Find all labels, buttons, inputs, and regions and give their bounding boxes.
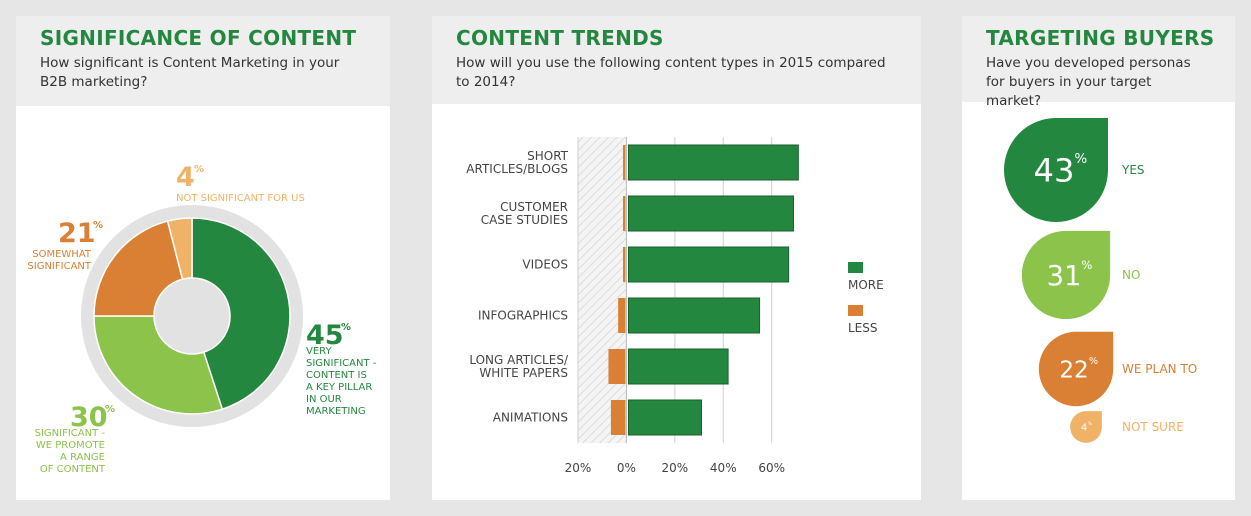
bar-more: [627, 144, 799, 181]
category-label: ARTICLES/BLOGS: [466, 162, 568, 176]
bubble-value-label: 4: [1081, 423, 1087, 434]
bar-more: [627, 246, 790, 283]
x-tick-label: 40%: [710, 461, 737, 475]
pie-category-label: OF CONTENT: [40, 464, 106, 475]
trends-panel: CONTENT TRENDS How will you use the foll…: [432, 16, 921, 500]
bubble-unit-label: %: [1089, 356, 1098, 367]
targeting-header: TARGETING BUYERS Have you developed pers…: [962, 16, 1235, 109]
x-tick-label: 20%: [662, 461, 689, 475]
pie-value-label: 21: [58, 218, 96, 249]
bubble-category-label: NOT SURE: [1122, 420, 1184, 434]
bubble-shape: [1070, 411, 1102, 443]
pie-category-label: WE PROMOTE: [36, 440, 105, 451]
targeting-panel: TARGETING BUYERS Have you developed pers…: [962, 16, 1235, 500]
legend-label-more: MORE: [848, 278, 884, 292]
bar-less: [623, 145, 626, 180]
category-label: SHORT: [527, 149, 569, 163]
pie-category-label: CONTENT IS: [306, 370, 367, 381]
pie-label-group: 4 % NOT SIGNIFICANT FOR US: [176, 162, 305, 204]
bar-more: [627, 195, 794, 232]
bar-less: [623, 247, 626, 282]
bar-less: [623, 196, 626, 231]
category-label: WHITE PAPERS: [479, 366, 568, 380]
bubble-category-label: YES: [1121, 163, 1145, 177]
trends-title: CONTENT TRENDS: [456, 26, 664, 50]
pie-category-label: SIGNIFICANT -: [306, 358, 377, 369]
bubble-category-label: WE PLAN TO: [1122, 362, 1197, 376]
significance-title: SIGNIFICANCE OF CONTENT: [40, 26, 357, 50]
bar-less: [610, 400, 626, 435]
pie-category-label: IN OUR: [306, 394, 342, 405]
trends-header: CONTENT TRENDS How will you use the foll…: [432, 16, 921, 104]
pie-category-label: VERY: [306, 346, 332, 357]
significance-panel: SIGNIFICANCE OF CONTENT How significant …: [16, 16, 390, 500]
pie-category-label: NOT SIGNIFICANT FOR US: [176, 193, 305, 204]
pie-category-label: A KEY PILLAR: [306, 382, 372, 393]
pie-slice: [166, 217, 193, 281]
category-label: CASE STUDIES: [481, 213, 568, 227]
bubble-value-label: 43: [1033, 152, 1074, 190]
x-tick-label: 0%: [617, 461, 636, 475]
pie-unit-label: %: [194, 164, 204, 175]
significance-subtitle: How significant is Content Marketing in …: [40, 55, 340, 90]
category-label: VIDEOS: [522, 258, 568, 272]
targeting-title: TARGETING BUYERS: [986, 26, 1215, 50]
pie-category-label: SOMEWHAT: [32, 249, 92, 260]
negative-region: [578, 137, 627, 443]
bar-less: [618, 298, 626, 333]
pie-unit-label: %: [341, 322, 351, 333]
bubble-shape: [1021, 230, 1111, 320]
bubble-value-label: 31: [1047, 261, 1082, 292]
significance-header: SIGNIFICANCE OF CONTENT How significant …: [16, 16, 390, 106]
bubble-category-label: NO: [1122, 268, 1140, 282]
category-label: ANIMATIONS: [493, 411, 568, 425]
bubble-unit-label: %: [1088, 421, 1092, 426]
bar-more: [627, 297, 761, 334]
pie-category-label: MARKETING: [306, 406, 366, 417]
targeting-bubble-chart: 43 % YES 31 % NO 22 % WE PLAN TO 4% NOT SURE: [1004, 118, 1197, 443]
legend-swatch-more: [848, 262, 863, 273]
pie-unit-label: %: [93, 220, 103, 231]
legend-swatch-less: [848, 305, 863, 316]
pie-unit-label: %: [105, 404, 115, 415]
legend: MORE LESS: [848, 262, 884, 335]
pie-slice: [93, 315, 224, 415]
trends-subtitle: How will you use the following content t…: [456, 55, 886, 90]
bubble-unit-label: %: [1081, 258, 1092, 272]
pie-slice: [191, 217, 291, 411]
bar-more: [627, 348, 729, 385]
pie-value-label: 45: [306, 320, 344, 351]
pie-value-label: 30: [70, 402, 108, 433]
pie-category-label: SIGNIFICANT: [27, 261, 91, 272]
pie-slice: [93, 220, 184, 317]
category-label: CUSTOMER: [500, 200, 568, 214]
bubble-value-label: 22: [1059, 357, 1088, 383]
targeting-subtitle: Have you developed personas for buyers i…: [986, 55, 1191, 109]
bar-more: [627, 399, 702, 436]
bar-less: [608, 349, 626, 384]
pie-category-label: SIGNIFICANT -: [35, 428, 106, 439]
bubble-unit-label: %: [1074, 151, 1087, 167]
pie-value-label: 4: [176, 162, 195, 193]
category-label: LONG ARTICLES/: [469, 353, 569, 367]
pie-category-label: A RANGE: [60, 452, 105, 463]
x-tick-label: 60%: [758, 461, 785, 475]
bubble-shape: [1004, 118, 1108, 222]
x-tick-label: 20%: [565, 461, 592, 475]
category-label: INFOGRAPHICS: [478, 309, 568, 323]
bubble-shape: [1038, 331, 1114, 407]
legend-label-less: LESS: [848, 321, 878, 335]
